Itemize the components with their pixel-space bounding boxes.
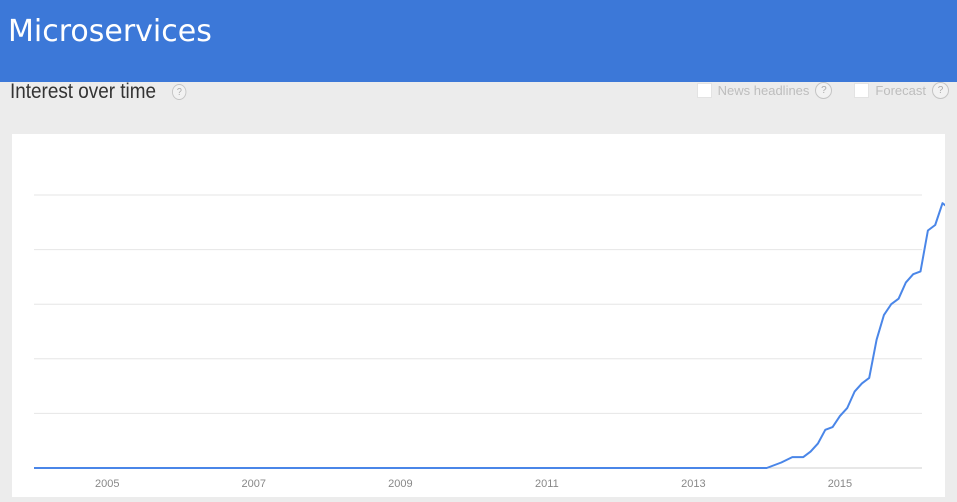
page-title: Microservices <box>8 14 212 49</box>
x-tick-label: 2007 <box>242 478 266 490</box>
heading-help-icon[interactable]: ? <box>172 84 187 100</box>
heading-label: Interest over time <box>10 80 157 103</box>
news-headlines-label: News headlines <box>717 83 810 98</box>
forecast-option[interactable]: Forecast ? <box>854 82 949 99</box>
news-headlines-checkbox[interactable] <box>696 83 712 98</box>
news-headlines-help-icon[interactable]: ? <box>815 82 833 99</box>
series-layer <box>34 194 957 469</box>
forecast-checkbox[interactable] <box>854 83 870 98</box>
x-tick-label: 2015 <box>828 478 852 490</box>
chart-heading: Interest over time ? <box>10 80 187 104</box>
series-line <box>34 194 957 469</box>
chart-card: 2005 2007 2009 2011 2013 2015 <box>12 134 957 497</box>
grid-layer <box>34 194 922 469</box>
x-tick-label: 2011 <box>535 478 559 490</box>
news-headlines-option[interactable]: News headlines ? <box>696 82 833 99</box>
title-banner: Microservices <box>0 0 957 82</box>
forecast-label: Forecast <box>875 83 926 98</box>
x-tick-label: 2005 <box>95 478 119 490</box>
x-tick-layer: 2005 2007 2009 2011 2013 2015 <box>95 478 852 490</box>
forecast-help-icon[interactable]: ? <box>932 82 949 99</box>
interest-line-chart: 2005 2007 2009 2011 2013 2015 <box>34 194 957 490</box>
x-tick-label: 2013 <box>681 478 705 490</box>
x-tick-label: 2009 <box>388 478 412 490</box>
chart-options: News headlines ? Forecast ? <box>675 82 949 99</box>
